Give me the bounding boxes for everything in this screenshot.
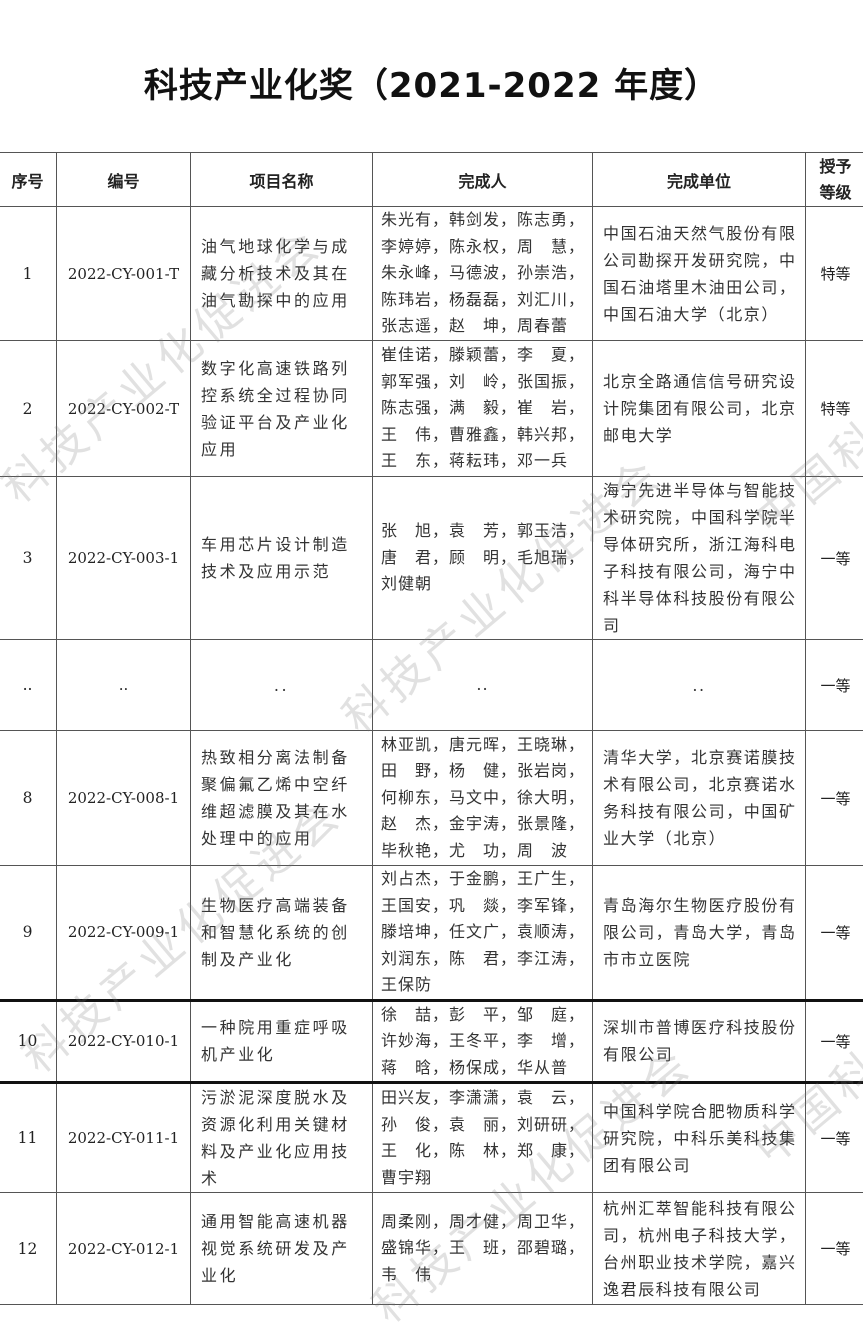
grade-cell: 一等	[806, 1193, 863, 1305]
organizations-cell: ..	[593, 640, 806, 731]
code-cell: 2022-CY-009-1	[57, 866, 191, 1001]
project-name-cell: 污淤泥深度脱水及资源化利用关键材料及产业化应用技术	[191, 1083, 373, 1193]
project-name-cell: ..	[191, 640, 373, 731]
project-name-cell: 生物医疗高端装备和智慧化系统的创制及产业化	[191, 866, 373, 1001]
code-cell: 2022-CY-001-T	[57, 207, 191, 341]
grade-cell: 一等	[806, 1083, 863, 1193]
code-cell: 2022-CY-011-1	[57, 1083, 191, 1193]
serial-cell: 3	[0, 477, 57, 640]
organizations-cell: 青岛海尔生物医疗股份有限公司，青岛大学，青岛市市立医院	[593, 866, 806, 1001]
project-name-cell: 车用芯片设计制造技术及应用示范	[191, 477, 373, 640]
contributors-cell: 田兴友，李潇潇，袁 云， 孙 俊，袁 丽，刘研研， 王 化，陈 林，郑 康， 曹…	[373, 1083, 593, 1193]
contributors-cell: 张 旭，袁 芳，郭玉洁， 唐 君，顾 明，毛旭瑞， 刘健朝	[373, 477, 593, 640]
project-name-cell: 一种院用重症呼吸机产业化	[191, 1000, 373, 1083]
organizations-cell: 中国石油天然气股份有限公司勘探开发研究院，中国石油塔里木油田公司，中国石油大学（…	[593, 207, 806, 341]
grade-cell: 特等	[806, 341, 863, 477]
contributors-cell: 周柔刚，周才健，周卫华， 盛锦华，王 班，邵碧璐， 韦 伟	[373, 1193, 593, 1305]
serial-cell: 8	[0, 731, 57, 866]
grade-cell: 一等	[806, 477, 863, 640]
header-organizations: 完成单位	[593, 153, 806, 207]
project-name-cell: 数字化高速铁路列控系统全过程协同验证平台及产业化应用	[191, 341, 373, 477]
grade-cell: 一等	[806, 866, 863, 1001]
grade-cell: 一等	[806, 731, 863, 866]
serial-cell: 11	[0, 1083, 57, 1193]
contributors-cell: ..	[373, 640, 593, 731]
code-cell: 2022-CY-010-1	[57, 1000, 191, 1083]
code-cell: 2022-CY-002-T	[57, 341, 191, 477]
code-cell: 2022-CY-003-1	[57, 477, 191, 640]
header-project-name: 项目名称	[191, 153, 373, 207]
project-name-cell: 油气地球化学与成藏分析技术及其在油气勘探中的应用	[191, 207, 373, 341]
header-contributors: 完成人	[373, 153, 593, 207]
grade-cell: 特等	[806, 207, 863, 341]
organizations-cell: 中国科学院合肥物质科学研究院，中科乐美科技集团有限公司	[593, 1083, 806, 1193]
serial-cell: 1	[0, 207, 57, 341]
organizations-cell: 海宁先进半导体与智能技术研究院，中国科学院半导体研究所，浙江海科电子科技有限公司…	[593, 477, 806, 640]
contributors-cell: 徐 喆，彭 平，邹 庭， 许妙海，王冬平，李 增， 蒋 晗，杨保成，华从普	[373, 1000, 593, 1083]
page-title: 科技产业化奖（2021-2022 年度）	[0, 58, 863, 107]
code-cell: 2022-CY-008-1	[57, 731, 191, 866]
header-serial: 序号	[0, 153, 57, 207]
table-row: ..........一等	[0, 640, 863, 731]
organizations-cell: 北京全路通信信号研究设计院集团有限公司，北京邮电大学	[593, 341, 806, 477]
organizations-cell: 杭州汇萃智能科技有限公司，杭州电子科技大学，台州职业技术学院，嘉兴逸君辰科技有限…	[593, 1193, 806, 1305]
serial-cell: ..	[0, 640, 57, 731]
serial-cell: 2	[0, 341, 57, 477]
header-grade: 授予 等级	[806, 153, 863, 207]
serial-cell: 10	[0, 1000, 57, 1083]
project-name-cell: 通用智能高速机器视觉系统研发及产业化	[191, 1193, 373, 1305]
grade-cell: 一等	[806, 1000, 863, 1083]
contributors-cell: 朱光有，韩剑发，陈志勇， 李婷婷，陈永权，周 慧， 朱永峰，马德波，孙崇浩， 陈…	[373, 207, 593, 341]
code-cell: ..	[57, 640, 191, 731]
code-cell: 2022-CY-012-1	[57, 1193, 191, 1305]
project-name-cell: 热致相分离法制备聚偏氟乙烯中空纤维超滤膜及其在水处理中的应用	[191, 731, 373, 866]
contributors-cell: 刘占杰，于金鹏，王广生， 王国安，巩 燚，李军锋， 滕培坤，任文广，袁顺涛， 刘…	[373, 866, 593, 1001]
organizations-cell: 清华大学，北京赛诺膜技术有限公司，北京赛诺水务科技有限公司，中国矿业大学（北京）	[593, 731, 806, 866]
contributors-cell: 林亚凯，唐元晖，王晓琳， 田 野，杨 健，张岩岗， 何柳东，马文中，徐大明， 赵…	[373, 731, 593, 866]
grade-cell: 一等	[806, 640, 863, 731]
organizations-cell: 深圳市普博医疗科技股份有限公司	[593, 1000, 806, 1083]
serial-cell: 9	[0, 866, 57, 1001]
header-code: 编号	[57, 153, 191, 207]
table-header-row: 序号 编号 项目名称 完成人 完成单位 授予 等级	[0, 153, 863, 207]
contributors-cell: 崔佳诺，滕颖蕾，李 夏， 郭军强，刘 岭，张国振， 陈志强，满 毅，崔 岩， 王…	[373, 341, 593, 477]
serial-cell: 12	[0, 1193, 57, 1305]
